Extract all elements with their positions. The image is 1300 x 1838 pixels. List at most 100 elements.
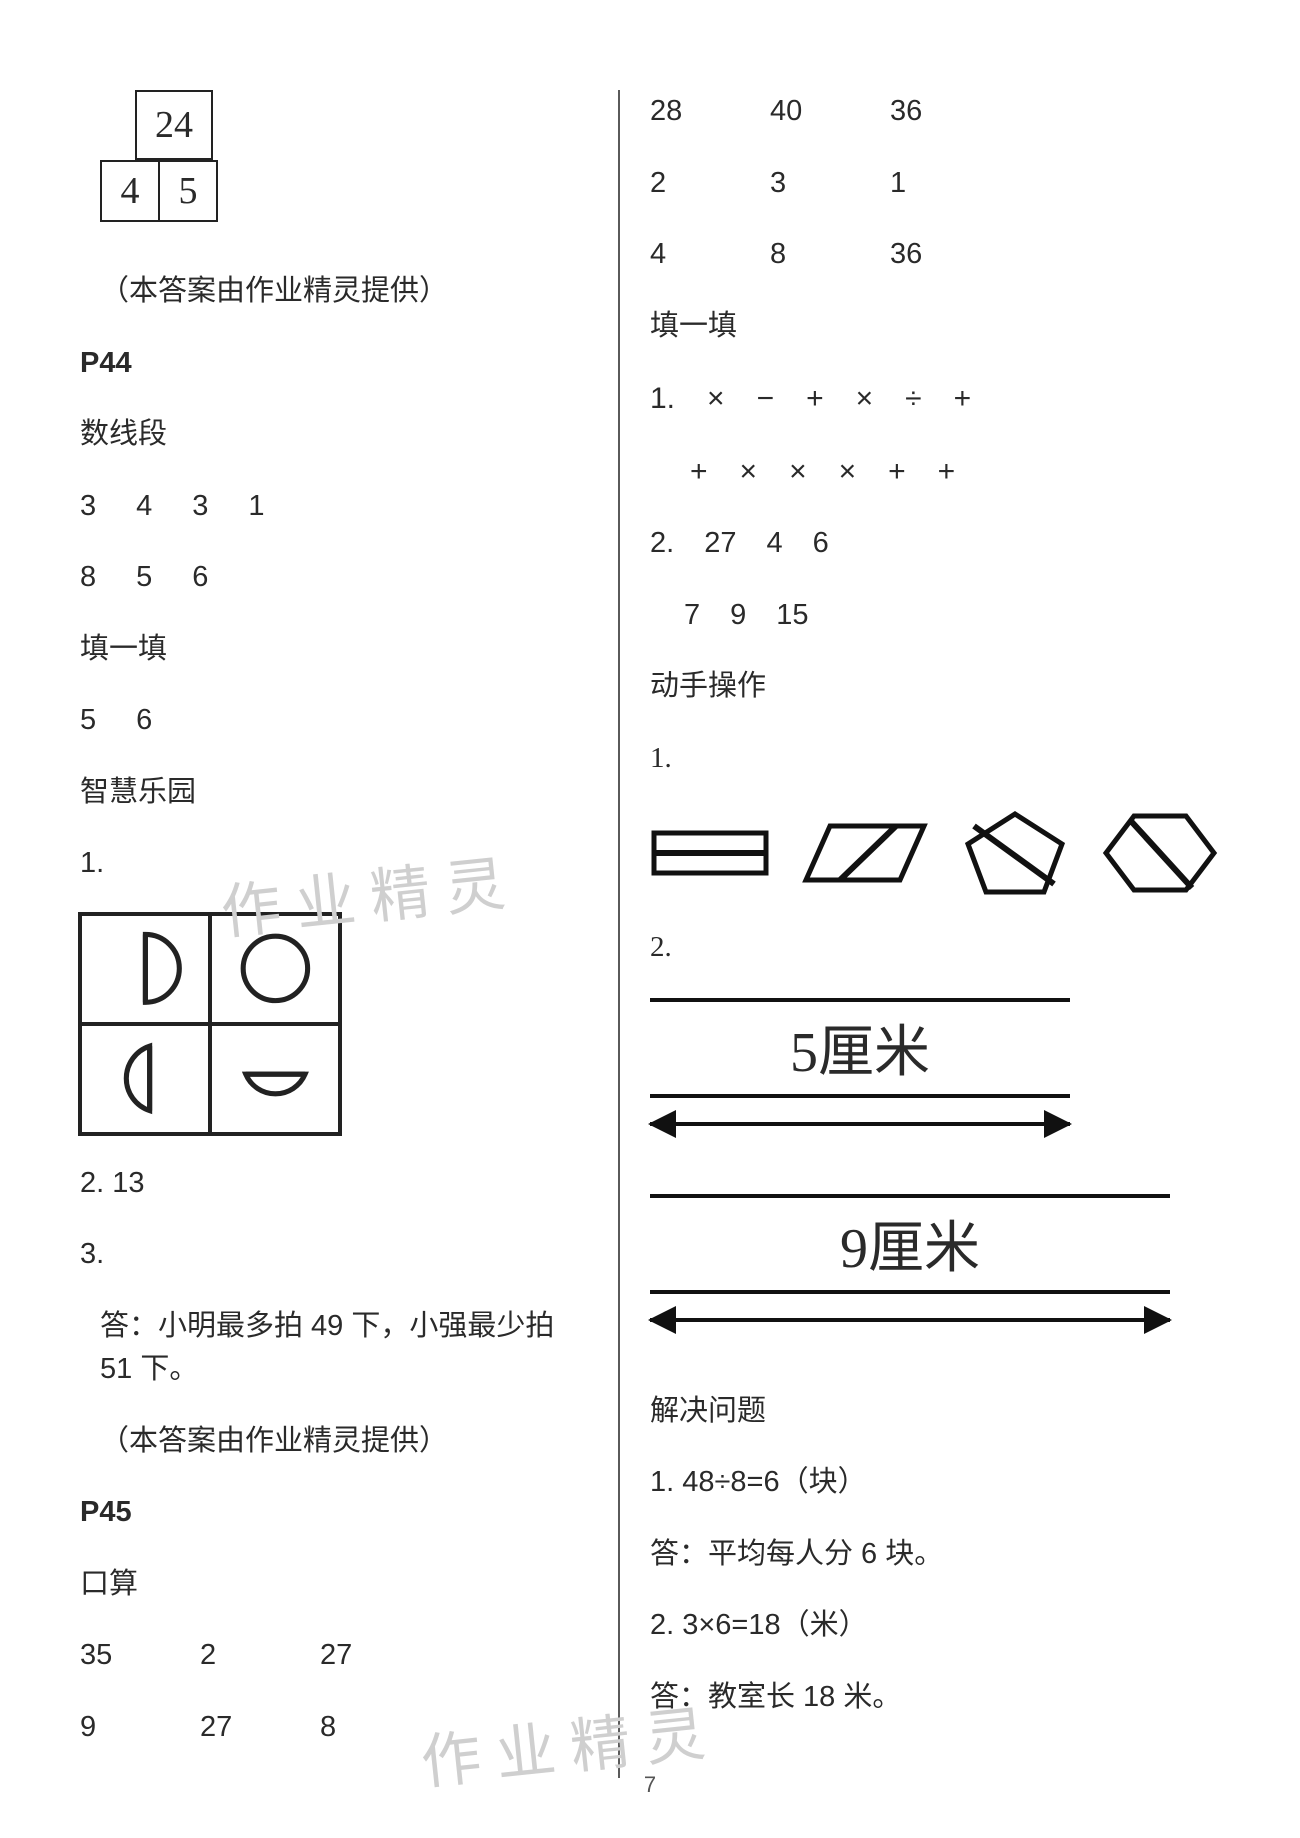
num: 36 [890,90,970,134]
kousuan-row1: 35 2 27 [80,1634,588,1678]
section-fill: 填一填 [650,305,1220,349]
measure-label: 9厘米 [650,1194,1170,1294]
kousuan-row2: 9 27 8 [80,1706,588,1750]
op: + [954,376,972,421]
num: 27 [200,1706,280,1750]
nums-row1: 28 40 36 [650,90,1220,134]
left-column: 24 4 5 （本答案由作业精灵提供） P44 数线段 3 4 3 1 8 5 … [60,90,608,1778]
solve-1a: 1. 48÷8=6（块） [650,1461,1220,1505]
page-ref-45: P45 [80,1491,588,1535]
num: 9 [80,1706,160,1750]
q2-row2: 7 9 15 [650,594,1220,638]
shape-parallelogram-cut [800,818,930,888]
solve-2a: 2. 3×6=18（米） [650,1604,1220,1648]
section-hands: 动手操作 [650,665,1220,709]
ops-line1: 1. × − + × ÷ + [650,376,1220,421]
num: 27 [704,522,736,566]
box-top: 24 [135,90,213,160]
label: 2. [650,522,674,566]
num: 35 [80,1634,160,1678]
lineseg-row1: 3 4 3 1 [80,485,588,529]
section-zhihui: 智慧乐园 [80,771,588,815]
shapes-row [650,808,1220,898]
num: 5 [80,699,96,743]
shape-pentagon-cut [960,808,1070,898]
nums-row3: 4 8 36 [650,233,1220,277]
ops-line2: + × × × + + [650,449,1220,494]
op: × [839,449,857,494]
credit-line: （本答案由作业精灵提供） [80,270,588,314]
section-solve: 解决问题 [650,1390,1220,1434]
measure-5cm: 5厘米 [650,998,1070,1144]
shape-hexagon-cut [1100,808,1220,898]
item-3: 3. [80,1233,588,1277]
box-bottom-left: 4 [100,160,160,222]
measure-label: 5厘米 [650,998,1070,1098]
num: 6 [813,522,829,566]
num: 5 [136,556,152,600]
label: 1. [650,376,675,421]
op: + [690,449,708,494]
num: 2 [650,162,730,206]
right-column: 28 40 36 2 3 1 4 8 36 填一填 1. × − + × ÷ + [630,90,1240,1778]
number-box-figure: 24 4 5 [80,90,240,240]
num: 4 [136,485,152,529]
num: 1 [248,485,264,529]
op: ÷ [905,376,921,421]
op: + [806,376,824,421]
grid-cell-circle [208,912,342,1026]
num: 9 [730,594,746,638]
grid-cell-half-bottom [208,1022,342,1136]
num: 3 [192,485,208,529]
op: + [938,449,956,494]
op: × [740,449,758,494]
section-fill: 填一填 [80,628,588,672]
num: 4 [766,522,782,566]
num: 2 [200,1634,280,1678]
num: 15 [776,594,808,638]
grid-cell-half-left [78,1022,212,1136]
num: 4 [650,233,730,277]
op: × [789,449,807,494]
solve-2b: 答：教室长 18 米。 [650,1676,1220,1720]
hands-1: 1. [650,737,1220,781]
shape-grid-figure [80,914,588,1134]
column-divider [618,90,620,1778]
box-bottom-right: 5 [158,160,218,222]
nums-row2: 2 3 1 [650,162,1220,206]
op: × [707,376,725,421]
num: 3 [80,485,96,529]
num: 7 [684,594,700,638]
q2-row1: 2. 27 4 6 [650,522,1220,566]
num: 6 [192,556,208,600]
grid-cell-half-right [78,912,212,1026]
page-ref-44: P44 [80,342,588,386]
num: 8 [320,1706,400,1750]
measure-9cm: 9厘米 [650,1194,1170,1340]
num: 8 [770,233,850,277]
num: 40 [770,90,850,134]
op: × [856,376,874,421]
num: 3 [770,162,850,206]
page-number: 7 [644,1772,656,1798]
shape-rect-cut [650,823,770,883]
num: 6 [136,699,152,743]
page: 24 4 5 （本答案由作业精灵提供） P44 数线段 3 4 3 1 8 5 … [0,0,1300,1838]
num: 36 [890,233,970,277]
op: + [888,449,906,494]
num: 28 [650,90,730,134]
section-kousuan: 口算 [80,1563,588,1607]
num: 8 [80,556,96,600]
op: − [757,376,775,421]
lineseg-row2: 8 5 6 [80,556,588,600]
num: 27 [320,1634,400,1678]
item-2: 2. 13 [80,1162,588,1206]
fill-row: 5 6 [80,699,588,743]
answer-3: 答：小明最多拍 49 下，小强最少拍 51 下。 [80,1305,588,1392]
item-1: 1. [80,842,588,886]
hands-2: 2. [650,926,1220,970]
solve-1b: 答：平均每人分 6 块。 [650,1533,1220,1577]
num: 1 [890,162,970,206]
credit-line: （本答案由作业精灵提供） [80,1420,588,1464]
section-line-segments: 数线段 [80,413,588,457]
